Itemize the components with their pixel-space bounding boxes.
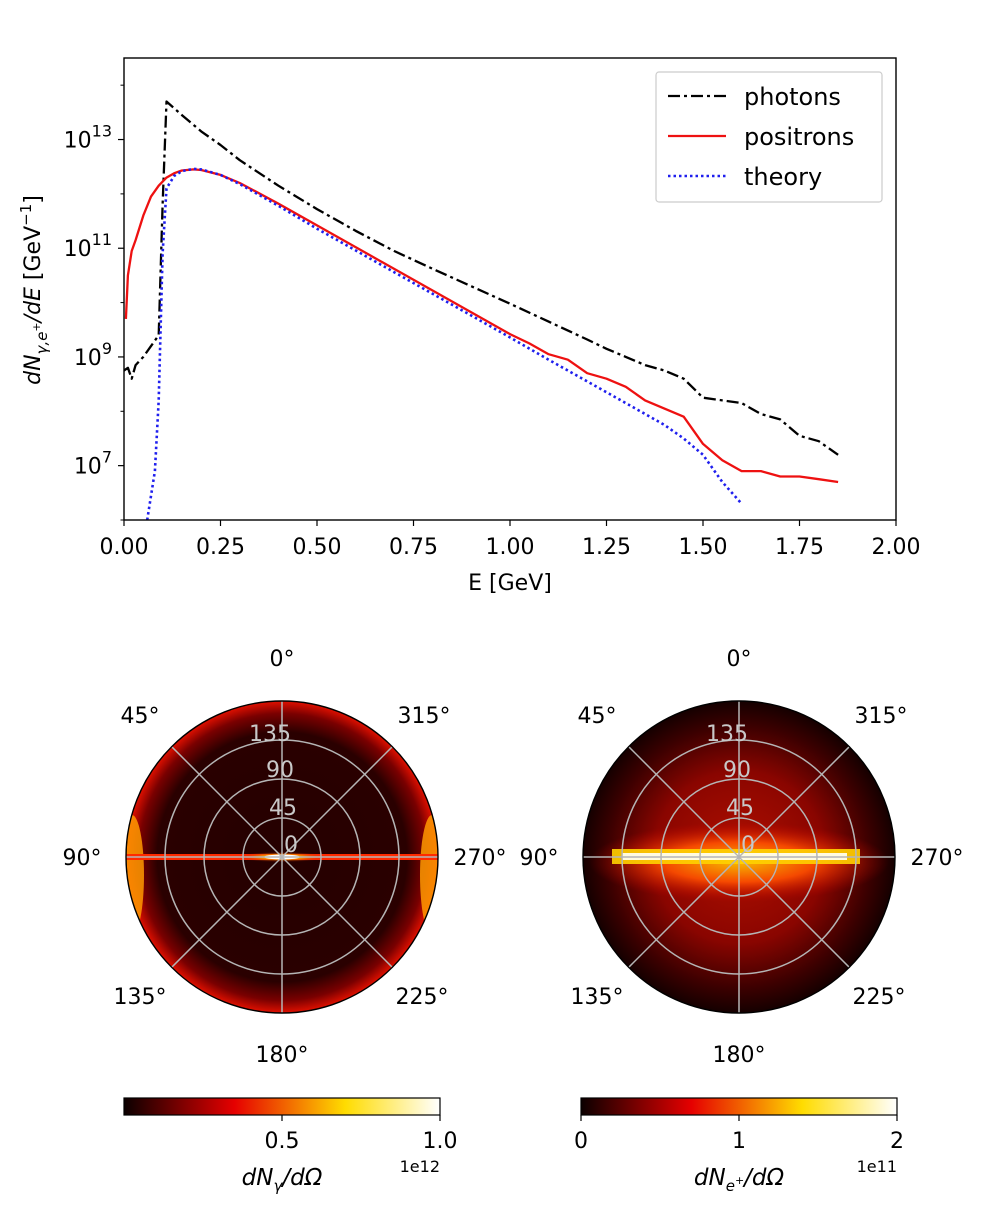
angle-label-135: 135° <box>571 985 624 1010</box>
colorbar-tick-label: 1 <box>732 1129 746 1154</box>
plot-frame <box>123 57 897 521</box>
angle-label-90: 90° <box>520 846 559 871</box>
y-tick-exponent: 11 <box>92 230 112 249</box>
radial-label: 135 <box>249 722 291 747</box>
y-tick-base: 10 <box>74 455 102 480</box>
spectrum-plot: 0.00 0.25 0.50 0.75 1.00 1.25 1.50 1.75 2.00 107… <box>17 57 921 596</box>
colorbar-tick-label: 0.5 <box>265 1129 300 1154</box>
polar-photons-radial-labels: 0 45 90 135 <box>249 722 298 858</box>
x-tick-label: 0.75 <box>389 535 438 560</box>
radial-label: 45 <box>269 796 297 821</box>
angle-label-0: 0° <box>727 647 752 672</box>
colorbar-tick-label: 0 <box>574 1129 588 1154</box>
series-line-photons <box>124 100 839 456</box>
angle-label-90: 90° <box>63 846 102 871</box>
y-tick-base: 10 <box>74 346 102 371</box>
polar-photons: 0 45 90 135 0° 45° 90° 135° 180° 225° 27… <box>63 647 507 1068</box>
angle-label-225: 225° <box>853 985 906 1010</box>
legend-entry-theory: theory <box>668 163 822 191</box>
radial-label: 0 <box>284 833 298 858</box>
angle-label-45: 45° <box>578 704 617 729</box>
legend-entry-positrons: positrons <box>668 123 854 151</box>
colorbar-photons-exponent: 1e12 <box>400 1157 440 1176</box>
y-axis-label: dNγ,e+/dE [GeV−1] <box>17 195 51 385</box>
legend: photons positrons theory <box>655 71 883 203</box>
radial-label: 90 <box>723 758 751 783</box>
angle-label-45: 45° <box>121 704 160 729</box>
series-layer <box>124 100 839 520</box>
colorbar-photons-label: dNγ/dΩ <box>242 1165 323 1195</box>
series-line-theory <box>145 167 743 520</box>
polar-positrons-radial-labels: 0 45 90 135 <box>706 722 755 858</box>
y-tick-label: 1013 <box>64 122 112 154</box>
polar-positrons-grid <box>583 701 895 1013</box>
legend-label-theory: theory <box>744 163 822 191</box>
angle-label-135: 135° <box>114 985 167 1010</box>
legend-entry-photons: photons <box>668 83 841 111</box>
radial-label: 0 <box>741 833 755 858</box>
polar-grid-spoke <box>171 746 393 968</box>
polar-positrons: 0 45 90 135 0° 45° 90° 135° 180° 225° 27… <box>520 647 964 1068</box>
x-axis-label: E [GeV] <box>468 571 552 596</box>
angle-label-270: 270° <box>911 846 964 871</box>
y-tick-exponent: 7 <box>102 448 112 467</box>
colorbar-positrons-exponent: 1e11 <box>857 1157 897 1176</box>
x-tick-label: 1.00 <box>486 535 535 560</box>
x-tick-label: 2.00 <box>872 535 921 560</box>
x-tick-label: 0.50 <box>293 535 342 560</box>
legend-label-positrons: positrons <box>744 123 854 151</box>
angle-label-270: 270° <box>454 846 507 871</box>
colorbar-positrons-gradient <box>580 1097 898 1116</box>
radial-label: 45 <box>726 796 754 821</box>
colorbar-positrons: 0 1 2 1e11 dNe+/dΩ <box>574 1097 904 1195</box>
angle-label-180: 180° <box>713 1043 766 1068</box>
x-tick-label: 1.25 <box>582 535 631 560</box>
colorbar-tick-label: 2 <box>890 1129 904 1154</box>
y-tick-label: 1011 <box>64 230 112 262</box>
x-tick-label: 0.25 <box>196 535 245 560</box>
x-tick-label: 1.50 <box>679 535 728 560</box>
polar-positrons-angle-labels: 0° 45° 90° 135° 180° 225° 270° 315° <box>520 647 964 1068</box>
polar-photons-side-glow-left <box>126 815 144 935</box>
polar-photons-angle-labels: 0° 45° 90° 135° 180° 225° 270° 315° <box>63 647 507 1068</box>
angle-label-225: 225° <box>396 985 449 1010</box>
x-tick-label: 1.75 <box>775 535 824 560</box>
angle-label-315: 315° <box>855 704 908 729</box>
polar-photons-grid <box>126 701 438 1013</box>
angle-label-0: 0° <box>270 647 295 672</box>
legend-box <box>655 71 883 203</box>
polar-grid-spoke <box>628 746 850 968</box>
y-tick-base: 10 <box>64 237 92 262</box>
x-axis-ticks: 0.00 0.25 0.50 0.75 1.00 1.25 1.50 1.75 2.00 <box>100 520 921 560</box>
colorbar-positrons-label: dNe+/dΩ <box>694 1165 785 1195</box>
polar-photons-frame <box>125 700 439 1014</box>
colorbar-photons: 0.5 1.0 1e12 dNγ/dΩ <box>123 1097 458 1195</box>
polar-positrons-frame <box>582 700 896 1014</box>
angle-label-315: 315° <box>398 704 451 729</box>
colorbar-photons-ticks: 0.5 1.0 <box>265 1115 458 1154</box>
colorbar-tick-label: 1.0 <box>423 1129 458 1154</box>
y-tick-exponent: 13 <box>92 122 112 141</box>
angle-label-180: 180° <box>256 1043 309 1068</box>
y-tick-label: 109 <box>74 339 112 371</box>
x-tick-label: 0.00 <box>100 535 149 560</box>
legend-label-photons: photons <box>744 83 841 111</box>
series-line-positrons <box>124 168 839 484</box>
y-tick-label: 107 <box>74 448 112 480</box>
polar-photons-side-glow-right <box>420 815 438 935</box>
colorbar-photons-gradient <box>123 1097 441 1116</box>
colorbar-positrons-ticks: 0 1 2 <box>574 1115 904 1154</box>
radial-label: 90 <box>266 758 294 783</box>
y-tick-base: 10 <box>64 129 92 154</box>
radial-label: 135 <box>706 722 748 747</box>
y-tick-exponent: 9 <box>102 339 112 358</box>
